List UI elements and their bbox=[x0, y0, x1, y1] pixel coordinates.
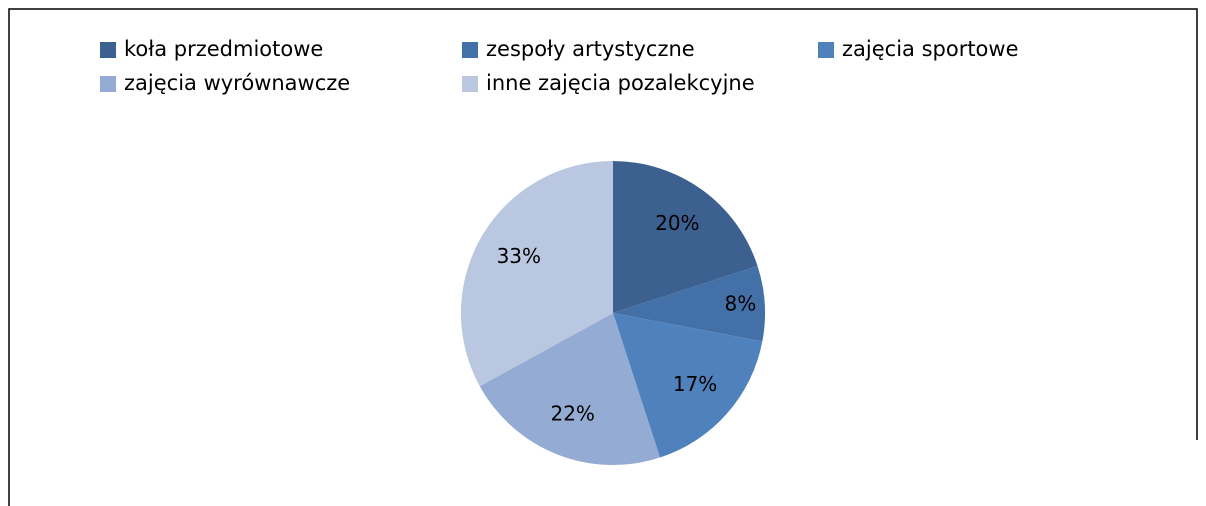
legend-swatch bbox=[462, 76, 478, 92]
pie-slice bbox=[479, 313, 660, 465]
data-label: 22% bbox=[550, 401, 594, 425]
legend-swatch bbox=[100, 42, 116, 58]
legend-label: zajęcia sportowe bbox=[842, 37, 1019, 61]
pie-slice bbox=[461, 161, 613, 387]
frame bbox=[8, 8, 1198, 506]
legend-label: inne zajęcia pozalekcyjne bbox=[486, 71, 755, 95]
pie-slice bbox=[613, 266, 766, 342]
data-label: 20% bbox=[655, 211, 699, 235]
data-label: 17% bbox=[673, 372, 717, 396]
pie-slice bbox=[613, 313, 763, 458]
legend-label: zespoły artystyczne bbox=[486, 37, 695, 61]
legend-label: zajęcia wyrównawcze bbox=[124, 71, 350, 95]
legend-swatch bbox=[462, 42, 478, 58]
legend-label: koła przedmiotowe bbox=[124, 37, 323, 61]
data-label: 33% bbox=[497, 244, 541, 268]
pie-slice bbox=[613, 161, 758, 313]
legend-swatch bbox=[818, 42, 834, 58]
data-label: 8% bbox=[725, 291, 757, 315]
legend-swatch bbox=[100, 76, 116, 92]
